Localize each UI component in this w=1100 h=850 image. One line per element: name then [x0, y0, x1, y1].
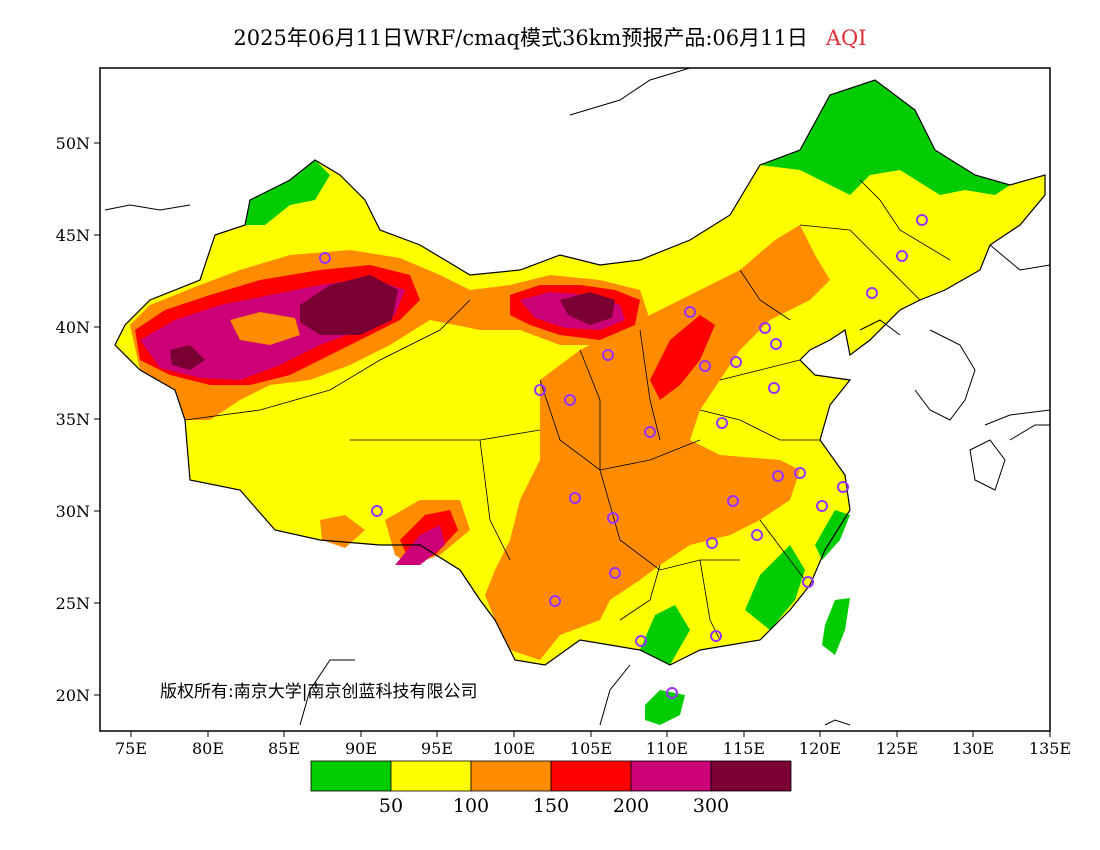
city-marker [759, 322, 771, 334]
map-title: 2025年06月11日WRF/cmaq模式36km预报产品:06月11日 AQI [0, 22, 1100, 52]
lat-tick: 50N [56, 134, 90, 153]
legend-swatch-yellow [390, 760, 472, 792]
city-marker [896, 250, 908, 262]
aqi-zone-green-s2 [640, 605, 690, 665]
lon-tick: 120E [799, 739, 841, 758]
lat-tick: 45N [56, 226, 90, 245]
aqi-zone-green-taiwan [822, 598, 850, 655]
city-marker [751, 529, 763, 541]
city-marker [816, 500, 828, 512]
city-marker [699, 360, 711, 372]
lon-tick: 130E [952, 739, 994, 758]
aqi-zone-green-zhejiang [815, 510, 850, 560]
lon-tick: 85E [268, 739, 300, 758]
lon-axis [130, 731, 1051, 737]
lon-tick: 100E [493, 739, 535, 758]
city-markers [319, 214, 928, 699]
legend-labels: 50 100 150 200 300 [379, 795, 729, 817]
aqi-zone-orange-core [230, 312, 300, 345]
lon-tick: 110E [646, 739, 688, 758]
city-marker [564, 394, 576, 406]
legend-label: 50 [379, 795, 403, 817]
city-marker [666, 687, 678, 699]
legend-colorbar [310, 760, 792, 792]
lon-tick: 80E [192, 739, 224, 758]
city-marker [549, 595, 561, 607]
lat-tick-labels: 50N 45N 40N 35N 30N 25N 20N [56, 134, 90, 705]
city-marker [866, 287, 878, 299]
city-marker [684, 306, 696, 318]
aqi-zone-orange-tibet2 [320, 515, 365, 548]
lon-tick: 105E [570, 739, 612, 758]
city-marker [607, 512, 619, 524]
legend-swatch-purple [630, 760, 712, 792]
lon-tick: 115E [723, 739, 765, 758]
city-marker [770, 338, 782, 350]
city-marker [644, 426, 656, 438]
lon-tick: 135E [1029, 739, 1071, 758]
city-marker [319, 252, 331, 264]
city-marker [768, 382, 780, 394]
aqi-zone-maroon-1 [300, 275, 398, 335]
city-marker [602, 349, 614, 361]
city-marker [371, 505, 383, 517]
lat-tick: 20N [56, 686, 90, 705]
city-marker [534, 384, 546, 396]
aqi-zone-maroon-3 [560, 292, 615, 325]
lat-tick: 25N [56, 594, 90, 613]
lat-tick: 35N [56, 410, 90, 429]
legend-label: 100 [453, 795, 489, 817]
legend-swatch-maroon [710, 760, 792, 792]
lat-tick: 40N [56, 318, 90, 337]
city-marker [706, 537, 718, 549]
legend-label: 150 [533, 795, 569, 817]
title-variable: AQI [825, 26, 867, 50]
city-marker [730, 356, 742, 368]
lon-tick: 75E [115, 739, 147, 758]
title-main: 2025年06月11日WRF/cmaq模式36km预报产品:06月11日 [233, 26, 808, 50]
aqi-zone-maroon-2 [170, 345, 205, 370]
city-marker [569, 492, 581, 504]
aqi-zone-green-nw [245, 160, 330, 225]
city-marker [727, 495, 739, 507]
lon-tick: 90E [345, 739, 377, 758]
aqi-zone-red-shanxi [650, 315, 715, 400]
city-marker [716, 417, 728, 429]
lat-tick: 30N [56, 502, 90, 521]
aqi-fields: 版权所有:南京大学|南京创蓝科技有限公司 [104, 68, 1050, 726]
aqi-zone-orange-central [485, 225, 830, 660]
copyright-text: 版权所有:南京大学|南京创蓝科技有限公司 [160, 682, 477, 702]
province-borders [184, 179, 951, 641]
lon-tick: 95E [421, 739, 453, 758]
aqi-zone-green-s1 [745, 545, 805, 630]
legend-swatch-red [550, 760, 632, 792]
legend-swatch-green [310, 760, 392, 792]
city-marker [772, 470, 784, 482]
china-border [114, 79, 1046, 666]
aqi-zone-green-hainan [645, 690, 685, 725]
city-marker [609, 567, 621, 579]
neighbor-coastlines [104, 68, 1050, 726]
city-marker [635, 635, 647, 647]
lon-tick-labels: 75E 80E 85E 90E 95E 100E 105E 110E 115E … [115, 739, 1071, 758]
legend-swatch-orange [470, 760, 552, 792]
lon-tick: 125E [876, 739, 918, 758]
city-marker [802, 576, 814, 588]
lat-axis [94, 142, 100, 696]
legend-label: 300 [693, 795, 729, 817]
city-marker [916, 214, 928, 226]
city-marker [710, 630, 722, 642]
city-marker [837, 481, 849, 493]
legend-label: 200 [613, 795, 649, 817]
city-marker [794, 467, 806, 479]
